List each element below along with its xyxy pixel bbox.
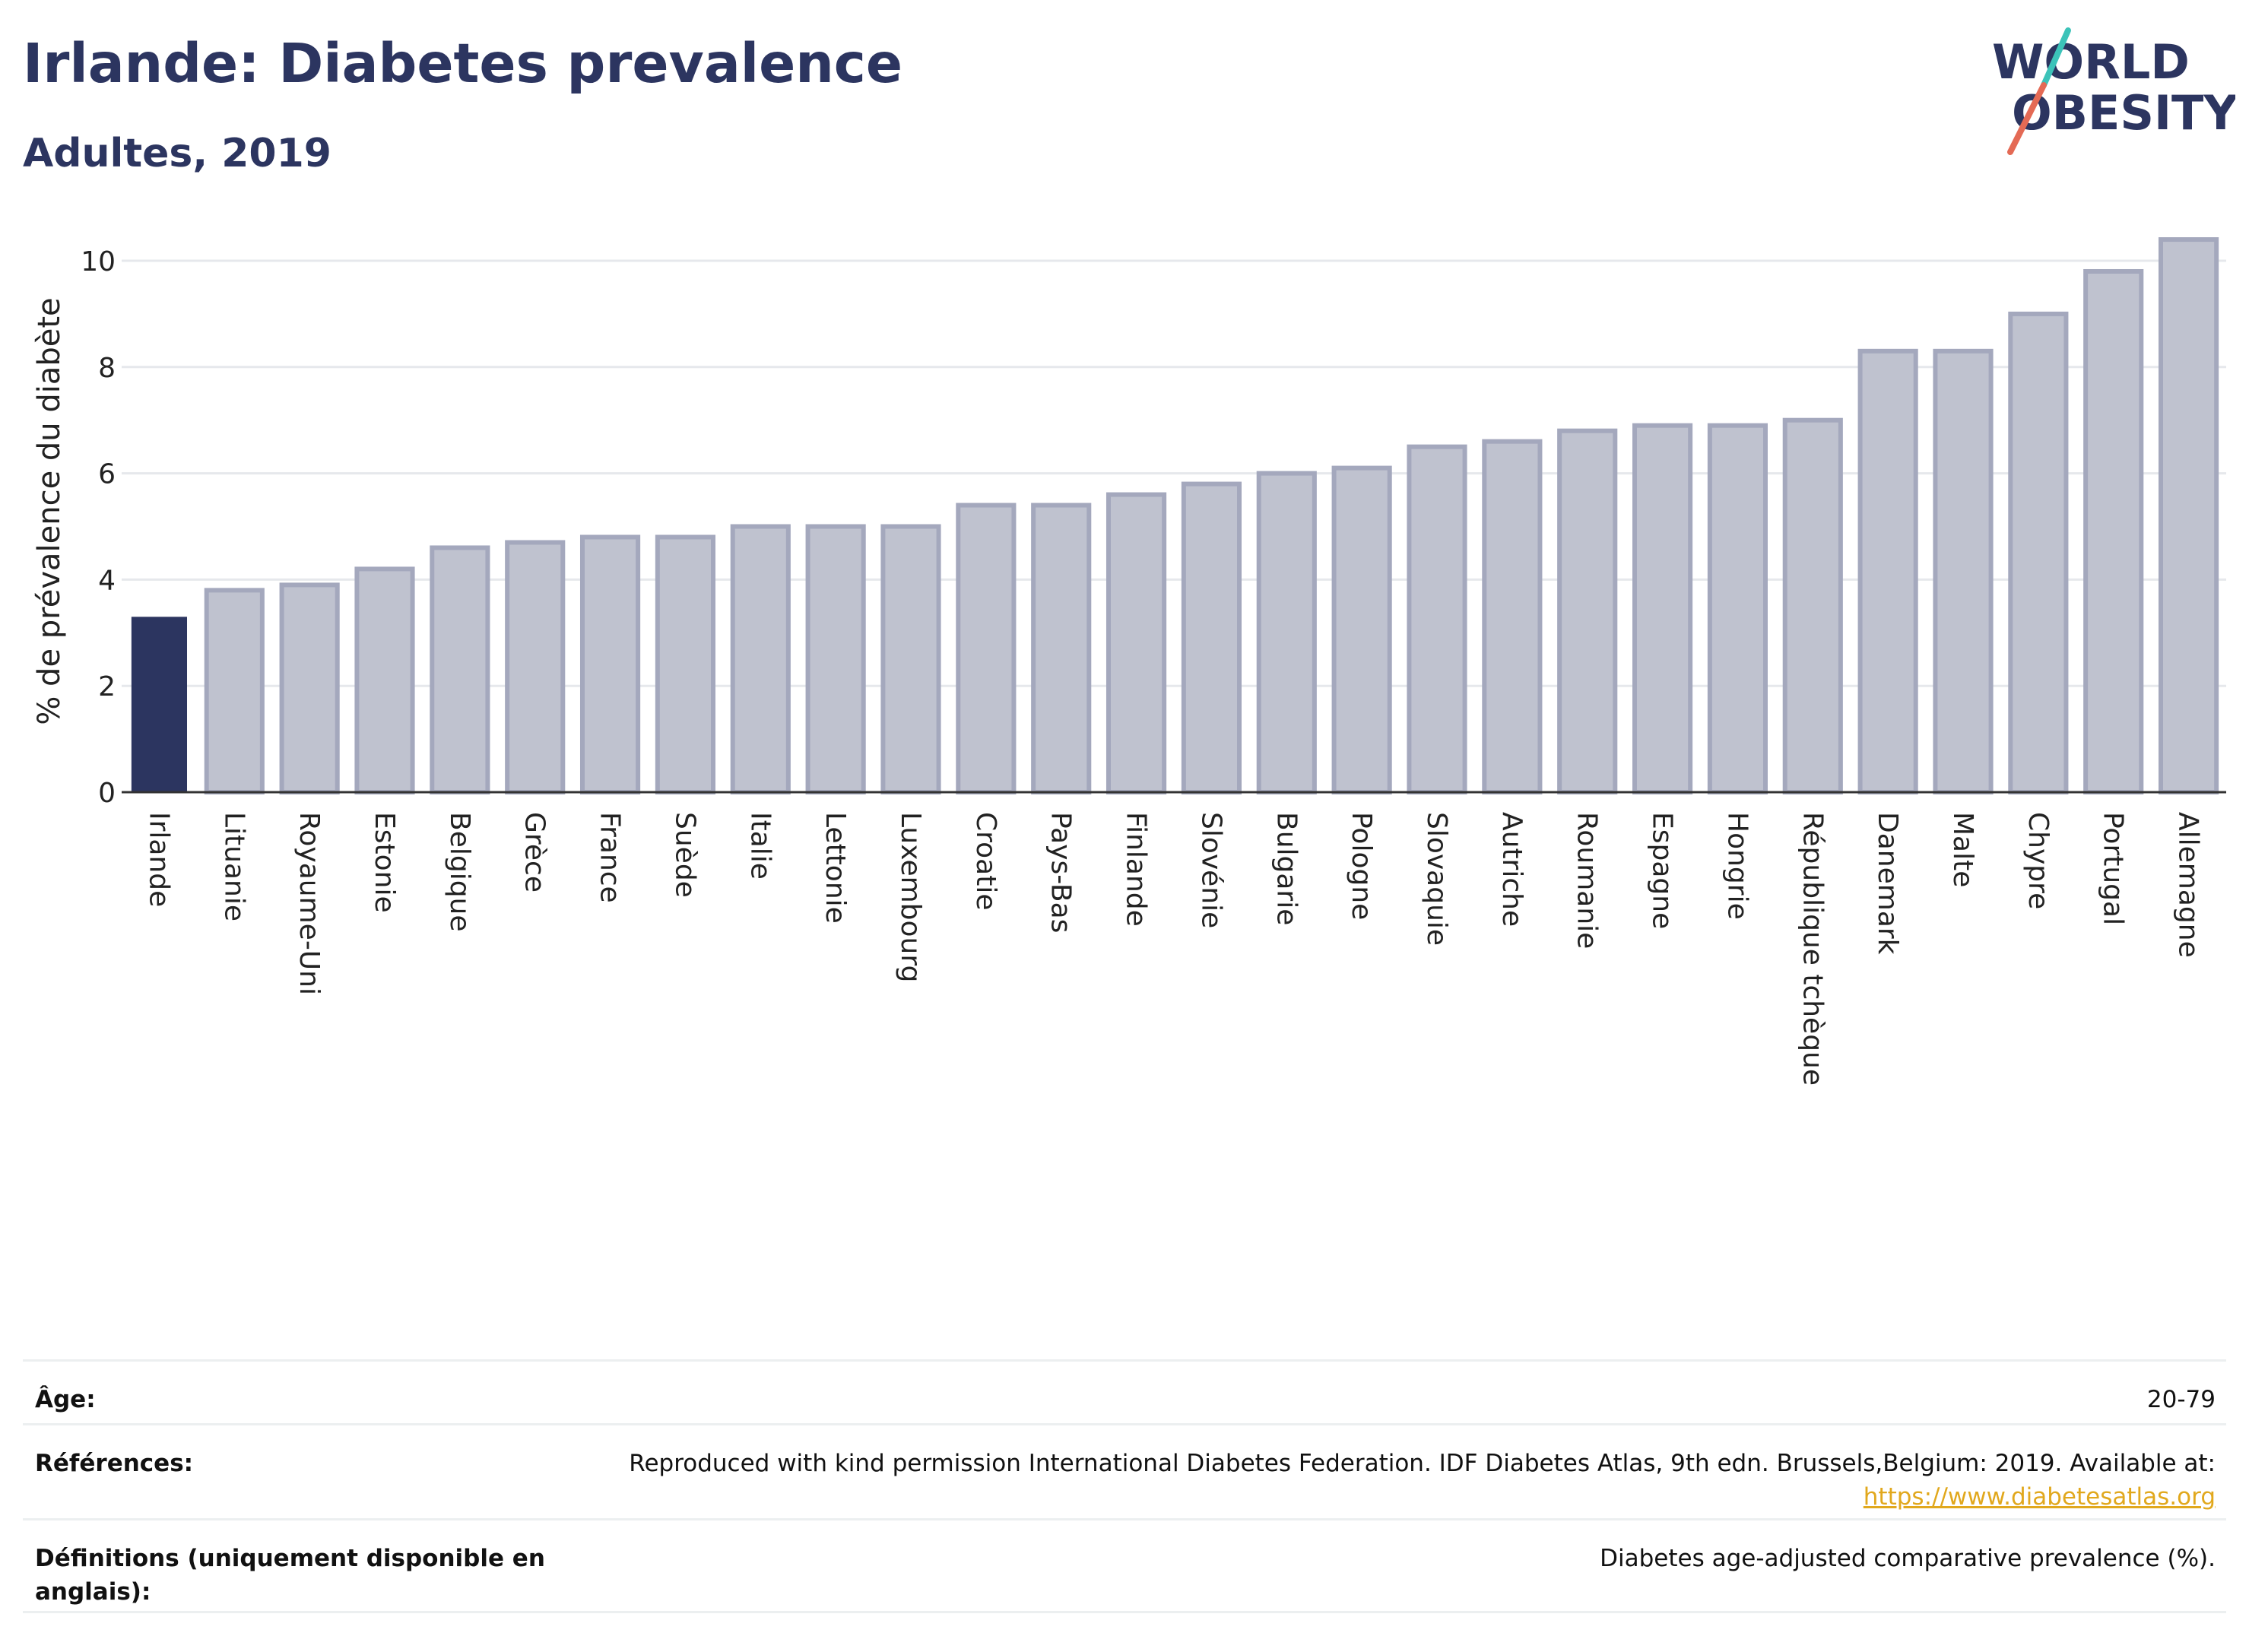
x-tick-label: Roumanie bbox=[1572, 812, 1603, 949]
bar bbox=[430, 545, 490, 794]
logo-line-2: OBESITY bbox=[2012, 85, 2235, 141]
x-tick-label: France bbox=[595, 812, 626, 903]
logo-line-1: WORLD bbox=[1992, 34, 2190, 90]
bar bbox=[1933, 348, 1994, 794]
y-tick-label: 4 bbox=[98, 565, 116, 596]
bar bbox=[579, 534, 641, 794]
references-value: Reproduced with kind permission Internat… bbox=[629, 1447, 2216, 1514]
y-tick-label: 0 bbox=[98, 778, 116, 809]
bar bbox=[956, 503, 1017, 794]
x-tick-label: Estonie bbox=[369, 812, 400, 913]
x-tick-label: Belgique bbox=[444, 812, 475, 932]
bar bbox=[1632, 423, 1693, 794]
page-title: Irlande: Diabetes prevalence bbox=[23, 32, 903, 95]
x-tick-label: Suède bbox=[669, 812, 700, 898]
x-tick-label: Lituanie bbox=[218, 812, 249, 921]
x-tick-label: Slovénie bbox=[1195, 812, 1226, 928]
bar bbox=[1407, 444, 1467, 794]
metadata-table: Âge: 20-79 Références: Reproduced with k… bbox=[23, 1359, 2226, 1613]
x-tick-label: Espagne bbox=[1647, 812, 1678, 929]
y-tick-label: 2 bbox=[98, 671, 116, 702]
bar bbox=[1256, 471, 1317, 794]
world-obesity-logo: WORLD OBESITY bbox=[1992, 27, 2235, 155]
bar bbox=[131, 617, 188, 792]
meta-row-definitions: Définitions (uniquement disponible en an… bbox=[23, 1518, 2226, 1613]
references-link[interactable]: https://www.diabetesatlas.org bbox=[1863, 1483, 2216, 1511]
y-axis-title: % de prévalence du diabète bbox=[32, 297, 67, 725]
bar bbox=[1181, 481, 1242, 794]
bar bbox=[805, 524, 866, 794]
bar bbox=[2158, 237, 2219, 795]
x-tick-label: Croatie bbox=[970, 812, 1001, 911]
meta-row-age: Âge: 20-79 bbox=[23, 1359, 2226, 1423]
x-tick-label: Malte bbox=[1947, 812, 1978, 887]
x-tick-label: Finlande bbox=[1121, 812, 1152, 927]
x-tick-label: Pays-Bas bbox=[1045, 812, 1077, 933]
bar bbox=[1782, 417, 1843, 794]
references-text: Reproduced with kind permission Internat… bbox=[629, 1450, 2216, 1477]
x-tick-label: Danemark bbox=[1872, 812, 1903, 955]
x-tick-label: Grèce bbox=[519, 812, 550, 893]
x-tick-label: Bulgarie bbox=[1270, 812, 1302, 925]
bar bbox=[1331, 465, 1392, 794]
bar bbox=[1105, 492, 1167, 794]
x-tick-label: Chypre bbox=[2022, 812, 2054, 909]
bar bbox=[1707, 423, 1768, 794]
bar bbox=[505, 540, 566, 794]
x-tick-label: Lettonie bbox=[820, 812, 851, 924]
x-tick-label: Hongrie bbox=[1721, 812, 1753, 920]
bar bbox=[2008, 311, 2069, 794]
x-tick-label: Irlande bbox=[143, 812, 174, 907]
x-tick-label: Pologne bbox=[1346, 812, 1377, 920]
x-tick-label: Slovaquie bbox=[1421, 812, 1452, 946]
y-tick-label: 8 bbox=[98, 353, 116, 384]
definitions-label: Définitions (uniquement disponible en an… bbox=[35, 1545, 545, 1606]
age-value: 20-79 bbox=[2146, 1386, 2216, 1413]
y-tick-label: 10 bbox=[81, 246, 116, 277]
x-tick-label: Royaume-Uni bbox=[293, 812, 325, 995]
page-subtitle: Adultes, 2019 bbox=[23, 131, 331, 176]
bar bbox=[279, 582, 340, 794]
logo-slash-teal bbox=[2041, 27, 2071, 88]
bar bbox=[1557, 428, 1618, 794]
definitions-value: Diabetes age-adjusted comparative preval… bbox=[1600, 1545, 2216, 1572]
x-tick-label: Portugal bbox=[2098, 812, 2129, 925]
references-label: Références: bbox=[35, 1450, 194, 1477]
bar bbox=[880, 524, 941, 794]
age-label: Âge: bbox=[35, 1386, 96, 1413]
y-tick-label: 6 bbox=[98, 459, 116, 490]
bar bbox=[655, 534, 716, 794]
meta-row-references: Références: Reproduced with kind permiss… bbox=[23, 1423, 2226, 1518]
bar bbox=[2083, 268, 2144, 795]
x-tick-label: Autriche bbox=[1496, 812, 1527, 927]
bar bbox=[354, 566, 415, 794]
logo-slash-red bbox=[2007, 82, 2047, 155]
bar-chart: 0 2 4 6 8 10 % de prévalence du diabète Irlande… bbox=[32, 237, 2226, 1086]
bar bbox=[1482, 439, 1543, 794]
x-tick-label: République tchèque bbox=[1797, 812, 1828, 1086]
bar bbox=[1031, 503, 1092, 794]
bar bbox=[204, 588, 265, 794]
x-tick-label: Italie bbox=[744, 812, 776, 880]
x-tick-label: Luxembourg bbox=[895, 812, 926, 982]
x-tick-label: Allemagne bbox=[2173, 812, 2204, 958]
bar bbox=[1857, 348, 1918, 794]
bar bbox=[730, 524, 791, 794]
